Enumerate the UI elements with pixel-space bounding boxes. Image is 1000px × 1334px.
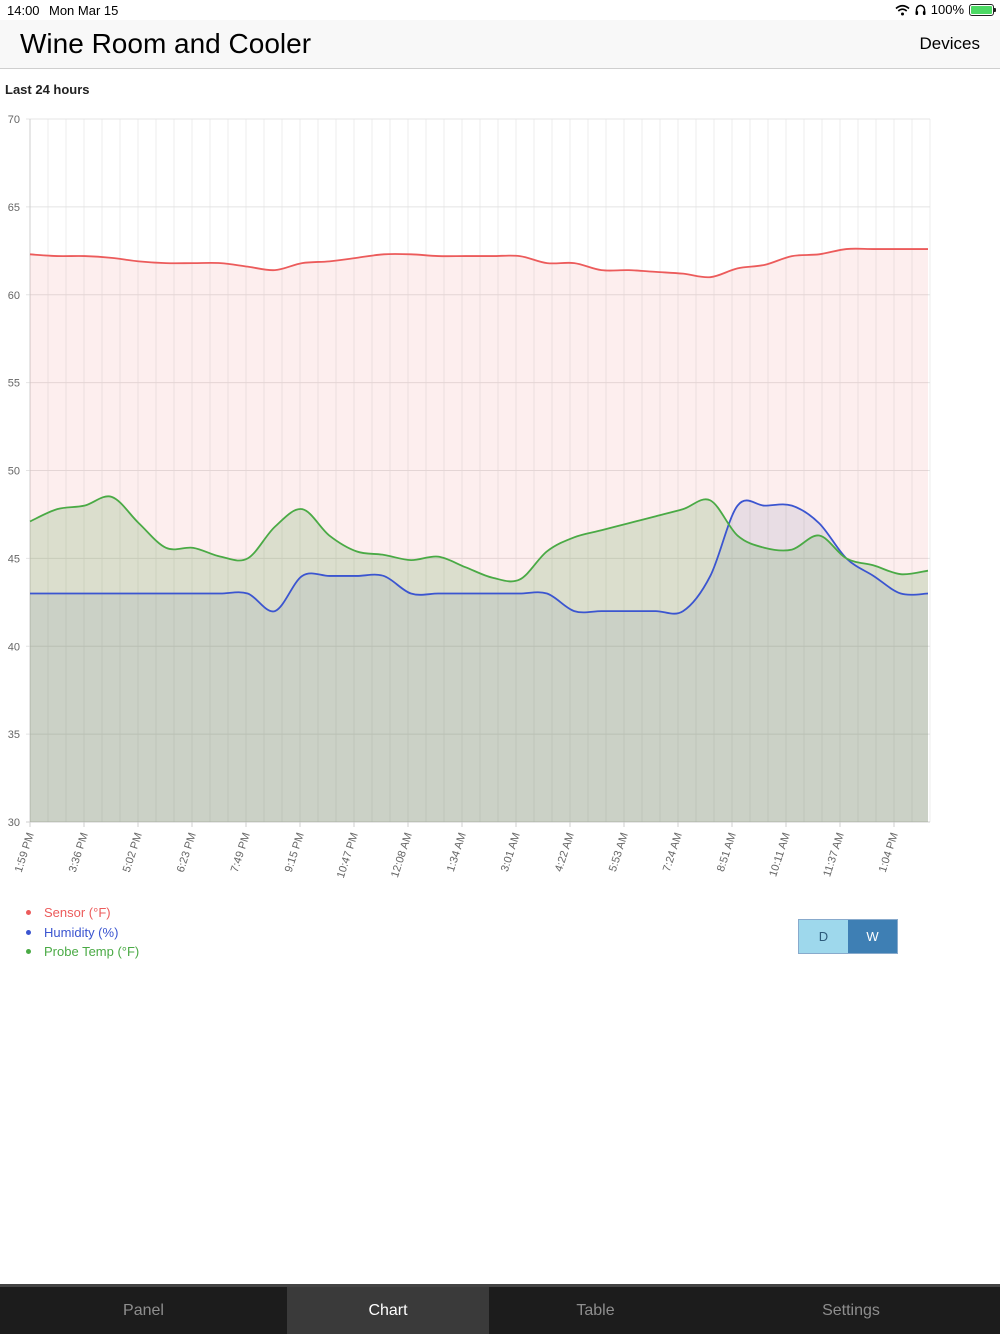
x-tick-label: 12:08 AM [389,831,415,879]
y-tick-label: 30 [8,817,20,829]
x-tick-label: 7:49 PM [229,831,253,874]
series-line-1 [29,499,929,615]
battery-percent: 100% [930,2,964,17]
y-tick-label: 50 [8,466,20,478]
tab-table[interactable]: Table [576,1301,615,1319]
x-tick-label: 3:36 PM [67,831,91,874]
series-area-1 [30,500,928,822]
legend-label: Sensor (°F) [44,905,111,921]
y-tick-label: 60 [8,290,20,302]
y-tick-label: 65 [8,202,20,214]
x-tick-label: 4:22 AM [553,831,577,873]
devices-button[interactable]: Devices [919,34,980,53]
y-tick-label: 70 [8,114,20,126]
tab-panel[interactable]: Panel [123,1301,164,1319]
legend-item: Sensor (°F) [26,903,139,923]
x-tick-label: 1:59 PM [13,831,37,874]
range-toggle: D W [798,919,898,954]
x-tick-label: 9:15 PM [283,831,307,874]
legend-item: Humidity (%) [26,923,139,943]
x-tick-label: 11:37 AM [821,831,847,878]
series-line-2 [29,495,929,583]
day-range-button[interactable]: D [799,920,848,953]
legend-dot-icon [26,910,31,916]
legend-item: Probe Temp (°F) [26,942,139,962]
x-tick-label: 5:02 PM [121,831,145,874]
status-right: 100% [895,2,996,17]
y-tick-label: 55 [8,378,20,390]
status-time: 14:00 [7,3,40,18]
series-line-0 [29,247,928,279]
series-area-0 [30,248,928,823]
battery-icon [969,3,996,16]
legend-label: Humidity (%) [44,924,119,940]
navigation-bar: Wine Room and Cooler Devices [0,20,1000,69]
x-tick-label: 5:53 AM [607,831,631,873]
tab-chart[interactable]: Chart [287,1287,489,1334]
y-tick-label: 35 [8,729,20,741]
page-title: Wine Room and Cooler [20,28,312,59]
x-tick-label: 1:34 AM [445,831,469,873]
x-tick-label: 3:01 AM [499,831,523,873]
x-tick-label: 10:11 AM [767,831,793,878]
status-bar: 14:00 Mon Mar 15 100% [0,0,1000,20]
line-chart: 30 35 40 45 50 55 60 65 70 1:59 PM 3:36 PM 5:02 PM 6… [8,114,931,880]
legend-label: Probe Temp (°F) [44,944,140,960]
headphones-icon [915,4,926,15]
y-tick-label: 45 [8,553,20,565]
series-area-2 [30,496,928,822]
tab-settings[interactable]: Settings [822,1301,880,1319]
status-date: Mon Mar 15 [49,3,119,18]
legend-dot-icon [26,929,31,935]
x-tick-label: 8:51 AM [715,831,739,873]
week-range-button[interactable]: W [848,920,897,953]
x-tick-label: 10:47 PM [335,831,361,879]
x-tick-label: 1:04 PM [877,831,901,874]
y-tick-label: 40 [8,641,20,653]
range-label: Last 24 hours [5,82,90,97]
chart-legend: Sensor (°F) Humidity (%) Probe Temp (°F) [26,903,139,962]
x-tick-label: 6:23 PM [175,831,199,874]
legend-dot-icon [26,949,31,955]
wifi-icon [895,4,910,15]
tab-bar: Panel Chart Table Settings [0,1284,1000,1334]
x-tick-label: 7:24 AM [661,831,685,873]
